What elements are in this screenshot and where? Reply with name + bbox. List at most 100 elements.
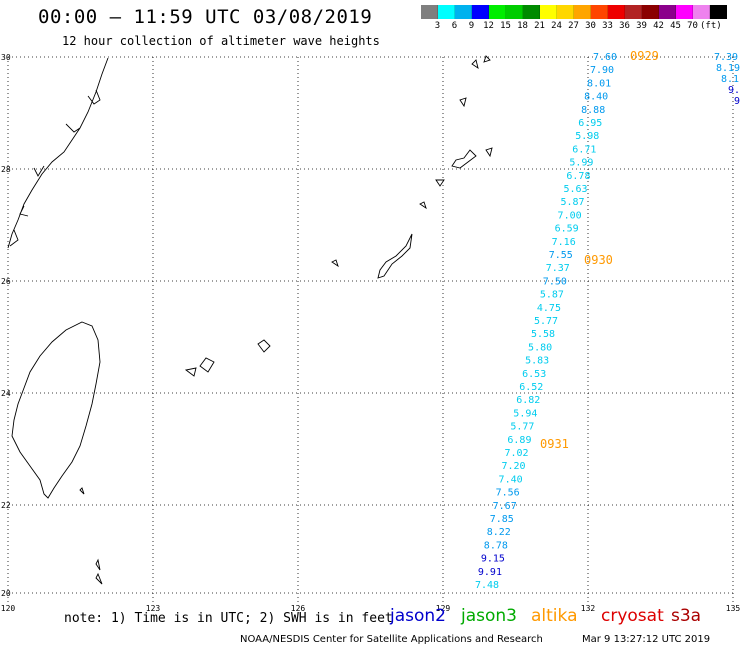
tokunoshima	[485, 147, 493, 158]
color-swatch	[625, 5, 642, 19]
color-swatch	[540, 5, 557, 19]
wave-height-label: 8.40	[584, 92, 608, 103]
lon-tick-label: 135	[726, 604, 740, 613]
satellite-name-s3a: s3a	[671, 606, 702, 626]
wave-height-label: 7.02	[504, 448, 528, 459]
color-scale-label: 45	[670, 21, 681, 31]
wave-height-label: 5.87	[540, 290, 564, 301]
wave-height-label: 9.15	[481, 554, 505, 565]
track-time-label: 0931	[540, 437, 569, 451]
color-swatch	[574, 5, 591, 19]
miyako	[199, 357, 215, 373]
wave-height-label: 7.48	[475, 580, 499, 591]
tokara	[435, 179, 445, 187]
color-scale-label: 36	[619, 21, 630, 31]
wave-height-label: 6.59	[555, 224, 579, 235]
color-scale-label: 3	[434, 21, 441, 31]
wave-height-label: 5.77	[510, 422, 534, 433]
color-swatch	[489, 5, 506, 19]
yonaguni	[257, 339, 271, 353]
coastlines	[7, 55, 493, 585]
wave-height-label: 9.	[728, 85, 740, 96]
lon-tick-label: 132	[581, 604, 596, 613]
amami	[451, 149, 477, 169]
color-scale-label: 6	[451, 21, 458, 31]
color-swatch	[591, 5, 608, 19]
wave-height-label: 7.40	[499, 474, 523, 485]
wave-height-label: 7.39	[714, 52, 738, 63]
color-swatch	[693, 5, 710, 19]
kerama	[331, 259, 339, 268]
wave-height-label: 7.20	[502, 461, 526, 472]
satellite-name-cryosat: cryosat	[601, 606, 664, 626]
color-swatch	[676, 5, 693, 19]
wave-height-label: 8.22	[487, 527, 511, 538]
lat-tick-label: 20	[1, 589, 11, 598]
lat-tick-label: 22	[1, 501, 11, 510]
lon-tick-label: 126	[291, 604, 306, 613]
wave-height-label: 7.90	[590, 65, 614, 76]
satellite-name-jason2: jason2	[390, 606, 446, 626]
lat-lon-grid: 120 123 126 129 132 135 30 28 26 24 22 20	[1, 53, 740, 613]
color-scale-label: 33	[602, 21, 613, 31]
color-scale-label: 24	[551, 21, 562, 31]
satellite-name-altika: altika	[531, 606, 578, 626]
wave-height-label: 6.95	[578, 118, 602, 129]
lon-tick-label: 123	[146, 604, 161, 613]
footer-note: note: 1) Time is in UTC; 2) SWH is in fe…	[64, 611, 393, 626]
wave-height-label: 7.85	[490, 514, 514, 525]
color-swatch	[472, 5, 489, 19]
color-swatch	[642, 5, 659, 19]
yoron	[419, 201, 427, 210]
north-islands	[459, 55, 491, 108]
color-swatch	[421, 5, 438, 19]
wave-height-label: 7.00	[558, 210, 582, 221]
color-swatch	[710, 5, 727, 19]
wave-height-label: 7.60	[593, 52, 617, 63]
color-swatch	[608, 5, 625, 19]
color-swatch	[455, 5, 472, 19]
lat-tick-label: 30	[1, 53, 11, 62]
color-swatch	[438, 5, 455, 19]
wave-height-label: 6.82	[516, 395, 540, 406]
wave-height-label: 6.71	[572, 144, 596, 155]
wave-height-label: 8.19	[716, 63, 740, 74]
lon-tick-label: 120	[1, 604, 16, 613]
wave-height-label: 9	[734, 96, 740, 107]
color-scale-label: 27	[568, 21, 579, 31]
color-scale-legend	[421, 5, 727, 19]
color-scale-label: 42	[653, 21, 664, 31]
wave-height-label: 5.80	[528, 342, 552, 353]
wave-height-label: 5.98	[575, 131, 599, 142]
china-coast	[7, 57, 109, 249]
wave-height-label: 6.78	[566, 171, 590, 182]
wave-height-label: 5.58	[531, 329, 555, 340]
wave-height-label: 8.1	[721, 74, 739, 85]
lat-tick-label: 28	[1, 165, 11, 174]
color-scale-label: 12	[483, 21, 494, 31]
wave-height-label: 5.83	[525, 356, 549, 367]
wave-height-label: 9.91	[478, 567, 502, 578]
color-scale-label: 9	[468, 21, 475, 31]
color-scale-label: 30	[585, 21, 596, 31]
ishigaki	[184, 367, 197, 377]
wave-height-label: 6.53	[522, 369, 546, 380]
color-scale-label: 15	[500, 21, 511, 31]
wave-height-label: 4.75	[537, 303, 561, 314]
wave-height-label: 6.89	[507, 435, 531, 446]
okinawa	[377, 233, 413, 279]
color-scale-label: 70	[687, 21, 698, 31]
wave-height-label: 5.99	[569, 158, 593, 169]
wave-height-label: 7.55	[549, 250, 573, 261]
altimeter-tracks: 7.60 7.90 8.01 8.40 8.88 6.95 5.98 6.71 5.99 6.78…	[475, 49, 740, 591]
wave-height-label: 5.77	[534, 316, 558, 327]
page-title: 00:00 — 11:59 UTC 03/08/2019	[38, 6, 373, 28]
color-scale-label: 39	[636, 21, 647, 31]
wave-height-label: 5.63	[563, 184, 587, 195]
wave-height-label: 7.50	[543, 276, 567, 287]
color-scale-unit: (ft)	[700, 21, 722, 31]
wave-height-label: 7.16	[552, 237, 576, 248]
color-swatch	[506, 5, 523, 19]
wave-height-label: 5.94	[513, 408, 537, 419]
